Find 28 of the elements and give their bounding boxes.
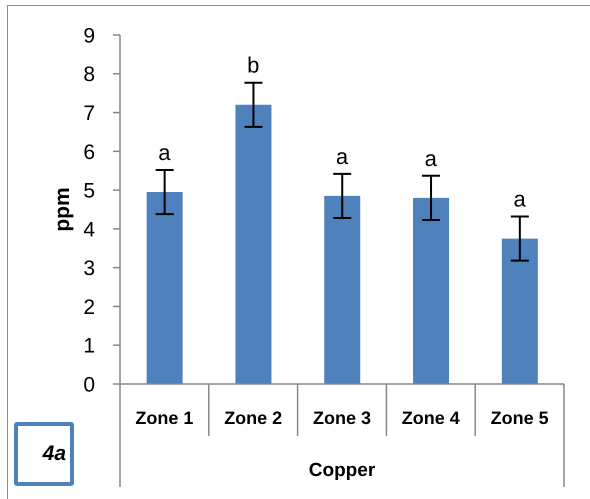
annotation: a <box>513 186 526 212</box>
x-tick-label: Zone 3 <box>312 408 372 428</box>
annotation: a <box>336 144 349 169</box>
y-tick-label: 1 <box>83 334 95 358</box>
y-axis-title: ppm <box>50 187 74 232</box>
bar <box>235 104 272 384</box>
y-tick-label: 4 <box>83 218 96 242</box>
x-tick-label: Zone 2 <box>224 408 282 428</box>
y-tick-label: 3 <box>83 257 95 280</box>
bar <box>324 196 360 384</box>
x-tick-label: Zone 5 <box>490 408 549 428</box>
annotation: a <box>158 140 172 165</box>
text: 4a <box>42 442 66 466</box>
y-tick-label: 0 <box>83 373 95 396</box>
bar <box>146 192 183 384</box>
bar <box>502 238 538 384</box>
x-axis-title: Copper <box>308 460 376 480</box>
annotation: b <box>247 52 260 78</box>
y-tick-label: 7 <box>83 102 95 126</box>
y-tick-label: 5 <box>83 180 95 203</box>
x-tick-label: Zone 1 <box>135 408 194 428</box>
x-tick-label: Zone 4 <box>402 408 460 428</box>
annotation: a <box>424 146 438 171</box>
y-tick-label: 6 <box>83 140 95 164</box>
bar <box>413 198 450 384</box>
y-tick-label: 9 <box>83 24 95 48</box>
y-tick-label: 2 <box>83 296 95 319</box>
y-tick-label: 8 <box>83 63 95 86</box>
